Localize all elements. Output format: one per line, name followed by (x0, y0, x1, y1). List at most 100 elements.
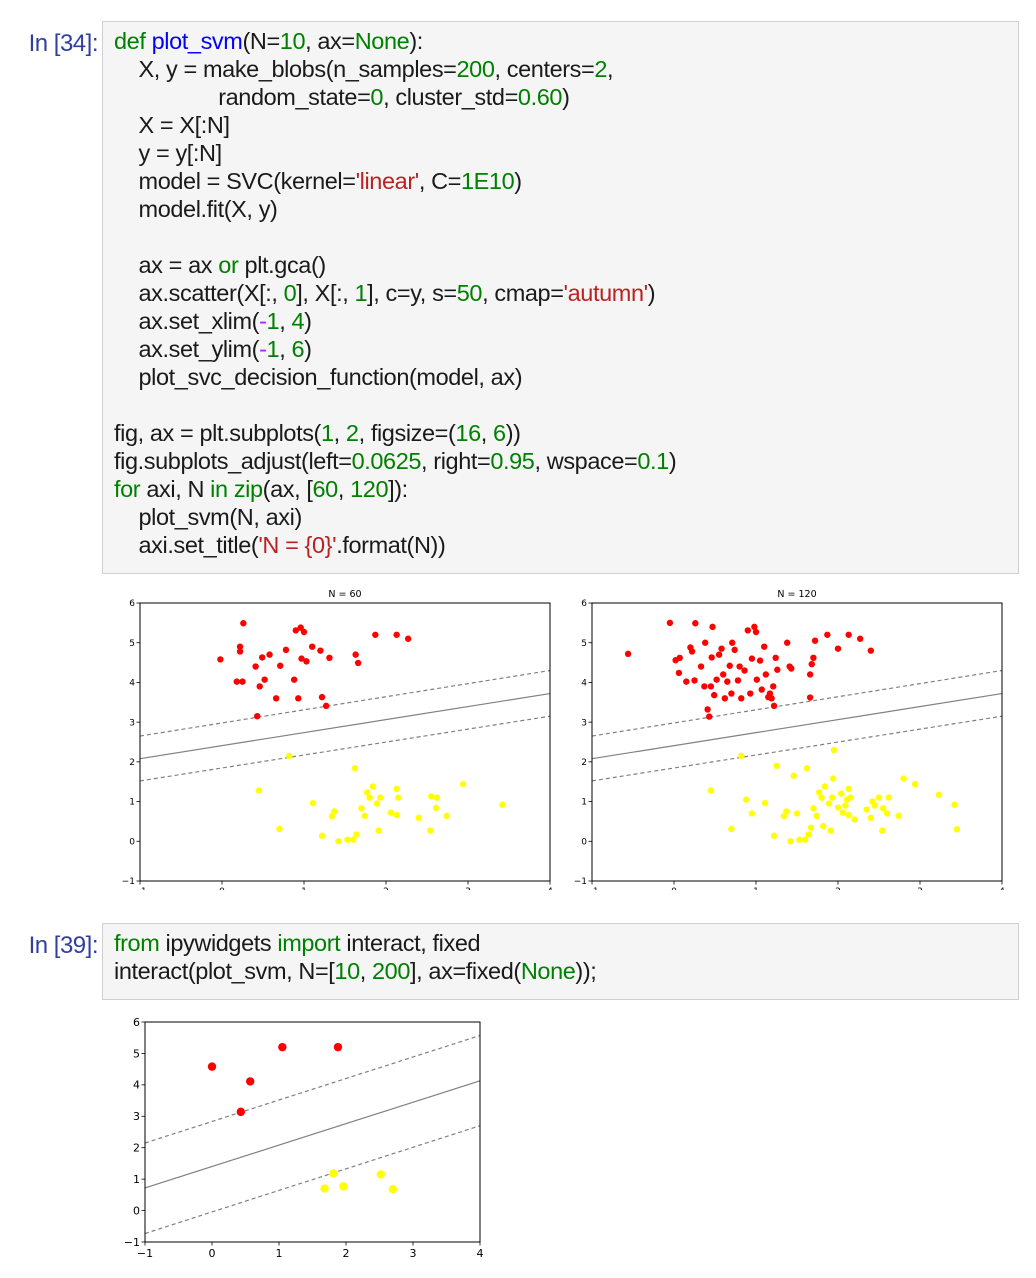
data-point-class0 (734, 677, 742, 684)
code-token: ax.scatter(X[:, (114, 280, 284, 306)
data-point-class1 (839, 809, 847, 816)
code-line: ax = ax or plt.gca() (114, 251, 1018, 279)
decision-boundary-line (591, 692, 1003, 760)
data-point-class1 (842, 802, 849, 809)
code-token: , (480, 420, 494, 446)
code-token: def (114, 28, 146, 54)
code-token: fig.subplots_adjust(left= (114, 448, 352, 474)
data-point-class1 (742, 796, 750, 803)
code-line: ax.scatter(X[:, 0], X[:, 1], c=y, s=50, … (114, 279, 1018, 307)
code-editor[interactable]: from ipywidgets import interact, fixed in… (103, 924, 1018, 985)
data-point-class0 (708, 654, 715, 661)
data-point-class1 (900, 775, 907, 782)
data-point-class0 (701, 639, 709, 646)
data-point-class1 (427, 827, 434, 834)
code-cell[interactable]: def plot_svm(N=10, ax=None): X, y = make… (102, 21, 1019, 574)
data-point-class0 (758, 686, 765, 693)
data-point-class0 (753, 676, 761, 683)
data-point-class1 (339, 1182, 348, 1191)
code-token: 2 (345, 420, 359, 446)
code-token: 0.1 (637, 448, 669, 474)
data-point-class1 (834, 804, 842, 811)
data-point-class0 (736, 663, 743, 670)
code-token: (ax, [ (262, 476, 313, 502)
code-line: ax.set_xlim(-1, 4) (114, 307, 1018, 335)
code-token: 0.0625 (351, 448, 422, 474)
data-point-class0 (207, 1062, 217, 1071)
data-point-class1 (432, 804, 440, 812)
code-cell[interactable]: from ipywidgets import interact, fixed in… (102, 923, 1019, 1000)
y-tick-label: 4 (129, 679, 135, 689)
y-tick-label: 0 (581, 837, 587, 847)
data-point-class0 (706, 713, 713, 720)
data-point-class1 (935, 791, 943, 799)
code-line: model.fit(X, y) (114, 195, 1018, 223)
x-tick-label: −1 (133, 887, 146, 890)
data-point-class1 (895, 812, 902, 820)
data-point-class0 (762, 671, 770, 678)
code-token: plot_svc_decision_function(model, ax) (114, 364, 523, 390)
y-tick-label: 6 (133, 1016, 140, 1029)
data-point-class1 (443, 812, 450, 820)
code-token: ) (562, 84, 570, 110)
y-tick-label: 5 (581, 639, 587, 649)
data-point-class0 (845, 631, 852, 638)
data-point-class1 (707, 787, 715, 794)
code-token: model.fit(X, y) (114, 196, 278, 222)
code-token: None (520, 958, 576, 984)
code-token: import (277, 930, 341, 956)
x-tick-label: 4 (477, 1247, 484, 1260)
code-token: ) (304, 336, 312, 362)
data-point-class0 (272, 695, 280, 702)
code-line: y = y[:N] (114, 139, 1018, 167)
code-token: interact(plot_svm, N=[ (114, 958, 335, 984)
margin-line-upper (139, 669, 551, 737)
code-line: def plot_svm(N=10, ax=None): (114, 27, 1018, 55)
y-tick-label: 2 (581, 758, 587, 768)
margin-line-lower (144, 1125, 481, 1235)
data-point-class0 (856, 635, 864, 642)
y-tick-label: 0 (129, 837, 135, 847)
x-tick-label: 3 (465, 887, 471, 890)
code-token: ax.set_ylim( (114, 336, 260, 362)
data-point-class0 (261, 676, 268, 683)
code-token: in (210, 476, 228, 502)
data-point-class1 (810, 805, 817, 812)
data-point-class1 (787, 838, 794, 845)
code-token: ax = ax (114, 252, 219, 278)
code-line: fig.subplots_adjust(left=0.0625, right=0… (114, 447, 1018, 475)
axes-frame (139, 602, 551, 882)
code-token: 10 (279, 28, 306, 54)
y-tick-label: 4 (581, 679, 587, 689)
plot-title: N = 120 (777, 589, 816, 600)
data-point-class1 (286, 752, 293, 760)
data-point-class0 (691, 677, 698, 684)
code-token: ], ax=fixed( (410, 958, 521, 984)
code-token: ) (647, 280, 656, 306)
data-point-class0 (282, 646, 290, 654)
scatter-plot-n120: −1 0 1 2 3 4 −1 0 1 2 3 4 5 6 N = 120 (574, 589, 1005, 890)
data-point-class0 (666, 619, 674, 627)
plot-area (592, 603, 1002, 881)
data-point-class1 (825, 800, 833, 807)
data-point-class0 (704, 706, 711, 713)
code-editor[interactable]: def plot_svm(N=10, ax=None): X, y = make… (103, 22, 1018, 559)
x-tick-label: 0 (209, 1247, 216, 1260)
axes-frame (144, 1021, 481, 1243)
code-token: , (607, 56, 614, 82)
data-point-class0 (715, 651, 723, 658)
code-token: (N= (242, 28, 280, 54)
code-token: X = X[:N] (114, 112, 230, 138)
y-tick-label: −1 (122, 877, 135, 887)
data-point-class1 (790, 772, 797, 779)
data-point-class0 (236, 643, 244, 650)
code-token: 6 (291, 336, 305, 362)
code-line: ax.set_ylim(-1, 6) (114, 335, 1018, 363)
data-point-class1 (738, 752, 745, 760)
data-point-class1 (427, 793, 435, 800)
code-line: axi.set_title('N = {0}'.format(N)) (114, 531, 1018, 559)
data-point-class0 (236, 648, 244, 655)
data-point-class0 (404, 635, 412, 642)
y-tick-label: 2 (129, 758, 135, 768)
y-tick-label: 3 (133, 1110, 140, 1123)
